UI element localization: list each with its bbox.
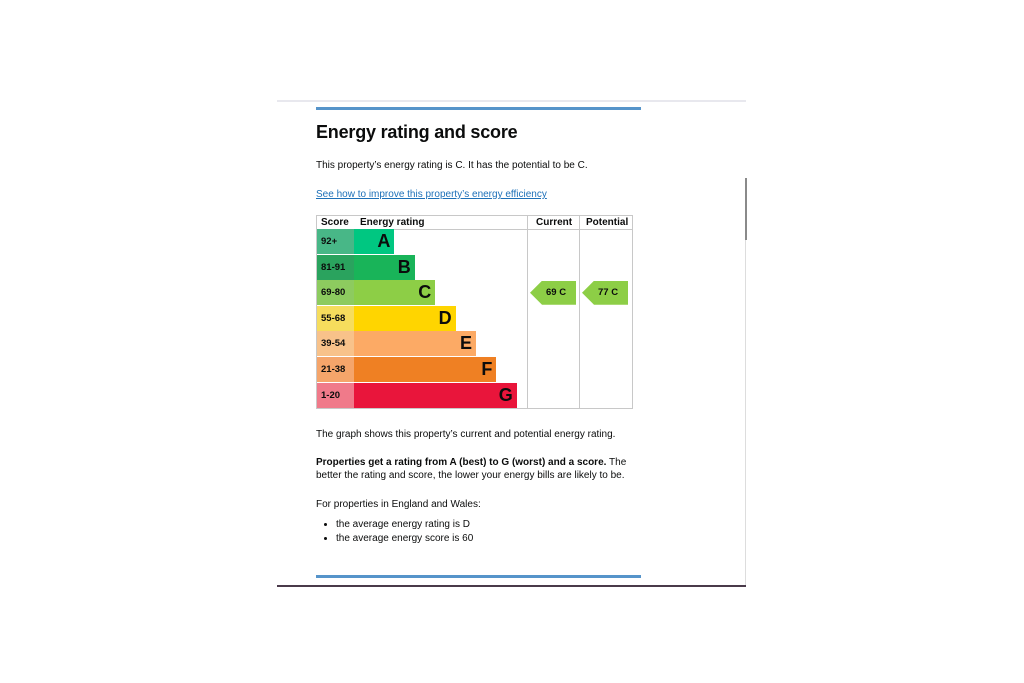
section-bottom-rule xyxy=(316,575,641,578)
scrollbar-track[interactable] xyxy=(745,240,746,585)
region-note: For properties in England and Wales: xyxy=(316,499,481,510)
band-bar: A xyxy=(354,229,395,254)
header-potential: Potential xyxy=(586,217,629,228)
graph-description: The graph shows this property’s current … xyxy=(316,429,616,440)
band-score-label: 92+ xyxy=(317,229,354,254)
header-energy-rating: Energy rating xyxy=(360,217,425,228)
potential-column-divider xyxy=(579,216,580,408)
potential-rating-arrow: 77 C xyxy=(582,280,628,305)
rating-explanation-bold: Properties get a rating from A (best) to… xyxy=(316,457,607,468)
band-bar: G xyxy=(354,382,517,408)
list-item: the average energy score is 60 xyxy=(336,532,473,546)
header-divider xyxy=(317,229,632,230)
band-score-label: 21-38 xyxy=(317,357,354,382)
band-bar: B xyxy=(354,254,415,280)
page-title: Energy rating and score xyxy=(316,122,518,142)
energy-rating-chart: Score Energy rating Current Potential 92… xyxy=(316,215,633,409)
band-bar: C xyxy=(354,280,436,306)
current-column-divider xyxy=(527,216,528,408)
averages-list: the average energy rating is D the avera… xyxy=(316,518,473,546)
band-score-label: 1-20 xyxy=(317,382,354,408)
rating-intro-text: This property’s energy rating is C. It h… xyxy=(316,160,588,171)
band-bar: D xyxy=(354,305,456,331)
band-score-label: 69-80 xyxy=(317,280,354,306)
current-rating-arrow: 69 C xyxy=(530,280,576,305)
scrollbar-thumb[interactable] xyxy=(745,178,747,240)
band-score-label: 55-68 xyxy=(317,305,354,331)
band-bar: F xyxy=(354,357,497,382)
header-score: Score xyxy=(321,217,349,228)
improve-efficiency-link[interactable]: See how to improve this property’s energ… xyxy=(316,189,547,200)
list-item: the average energy rating is D xyxy=(336,518,473,532)
band-bar: E xyxy=(354,331,476,357)
rating-explanation: Properties get a rating from A (best) to… xyxy=(316,456,646,482)
band-score-label: 81-91 xyxy=(317,254,354,280)
header-current: Current xyxy=(536,217,573,228)
rating-explanation-rest: The better the rating and score, the low… xyxy=(316,457,627,481)
section-top-rule xyxy=(316,107,641,110)
band-score-label: 39-54 xyxy=(317,331,354,357)
